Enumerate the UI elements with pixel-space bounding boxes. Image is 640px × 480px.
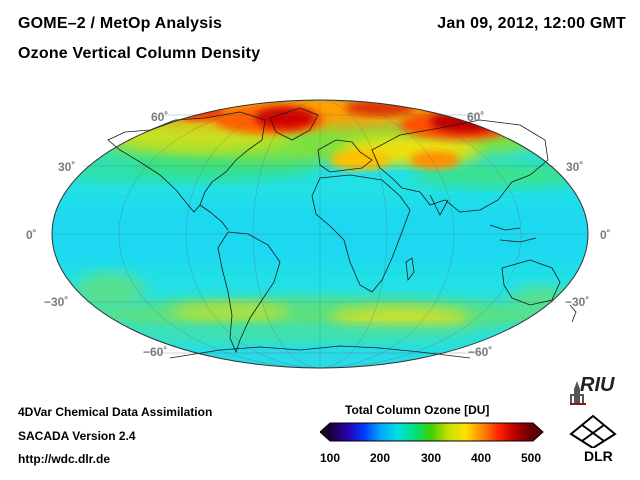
colorbar-under-arrow bbox=[320, 423, 330, 441]
lat-label-right-minus30: −30˚ bbox=[565, 295, 590, 309]
map-subtitle: Ozone Vertical Column Density bbox=[18, 45, 261, 62]
riu-logo-text: RIU bbox=[580, 374, 615, 396]
map-outline bbox=[51, 99, 589, 369]
colorbar bbox=[320, 422, 544, 442]
colorbar-tick-300: 300 bbox=[420, 451, 442, 465]
lat-label-left-30: 30˚ bbox=[58, 160, 76, 174]
lat-label-left-minus60: −60˚ bbox=[143, 345, 168, 359]
riu-logo-icon bbox=[570, 381, 586, 405]
dlr-logo-icon bbox=[569, 414, 617, 448]
coastlines bbox=[107, 107, 577, 359]
colorbar-tick-100: 100 bbox=[319, 451, 341, 465]
footer-version: SACADA Version 2.4 bbox=[18, 429, 136, 443]
colorbar-tick-400: 400 bbox=[470, 451, 492, 465]
lat-label-right-0: 0˚ bbox=[600, 228, 611, 242]
lat-label-left-0: 0˚ bbox=[26, 228, 37, 242]
colorbar-frame bbox=[320, 422, 544, 442]
lat-label-right-60: 60˚ bbox=[467, 110, 485, 124]
dlr-logo-text: DLR bbox=[584, 448, 613, 464]
lat-label-right-minus60: −60˚ bbox=[468, 345, 493, 359]
colorbar-over-arrow bbox=[533, 423, 543, 441]
colorbar-gradient bbox=[330, 423, 533, 441]
colorbar-tick-500: 500 bbox=[520, 451, 542, 465]
footer-method: 4DVar Chemical Data Assimilation bbox=[18, 405, 213, 419]
lat-label-left-60: 60˚ bbox=[151, 110, 169, 124]
app-title: GOME–2 / MetOp Analysis bbox=[18, 15, 223, 32]
footer-url-link[interactable]: http://wdc.dlr.de bbox=[18, 452, 110, 466]
colorbar-title: Total Column Ozone [DU] bbox=[345, 403, 490, 417]
lat-label-right-30: 30˚ bbox=[566, 160, 584, 174]
map-datetime: Jan 09, 2012, 12:00 GMT bbox=[437, 15, 626, 32]
lat-label-left-minus30: −30˚ bbox=[44, 295, 69, 309]
colorbar-tick-200: 200 bbox=[369, 451, 391, 465]
